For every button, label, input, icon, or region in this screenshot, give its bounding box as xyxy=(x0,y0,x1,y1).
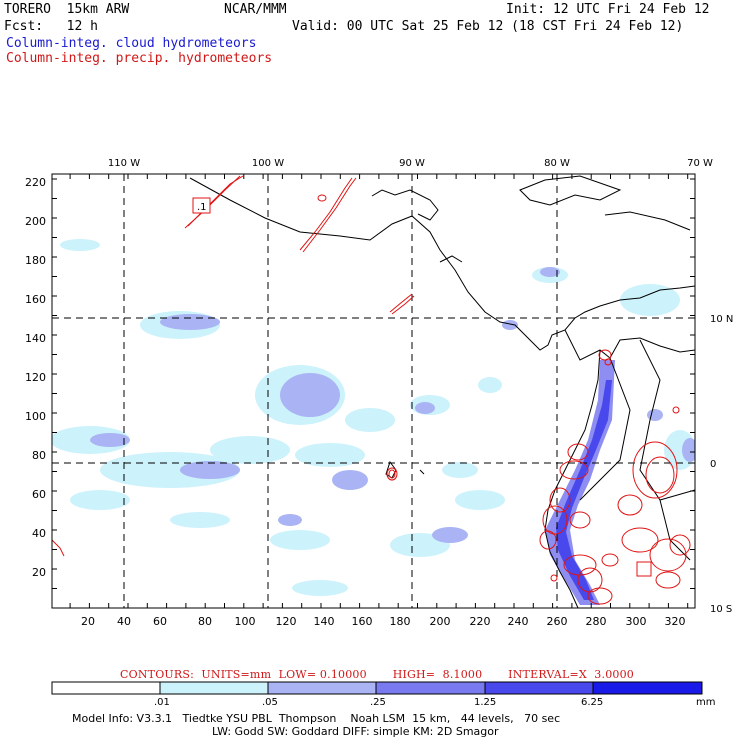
graticule xyxy=(52,174,695,608)
colorbar-level: .05 xyxy=(262,697,278,708)
lat-label: 0 xyxy=(710,459,716,470)
model-info: Model Info: V3.3.1 Tiedtke YSU PBL Thomp… xyxy=(72,712,561,725)
x-tick-label: 300 xyxy=(626,615,647,628)
colorbar-bin xyxy=(267,681,377,695)
contour-label-box xyxy=(192,197,211,214)
init-time: Init: 12 UTC Fri 24 Feb 12 xyxy=(506,2,710,17)
legend-precip-hydrometeors: Column-integ. precip. hydrometeors xyxy=(6,51,273,66)
x-tick-label: 180 xyxy=(390,615,411,628)
y-tick-label: 100 xyxy=(25,410,46,423)
colorbar-level: .01 xyxy=(154,697,170,708)
x-tick-label: 80 xyxy=(198,615,212,628)
colorbar-level: 1.25 xyxy=(474,697,497,708)
lon-label: 110 W xyxy=(108,158,140,169)
colorbar-level: .25 xyxy=(370,697,386,708)
x-tick-label: 200 xyxy=(430,615,451,628)
x-tick-label: 60 xyxy=(153,615,167,628)
cloud-hydrometeor-shading xyxy=(52,239,695,605)
map-frame xyxy=(51,173,696,609)
x-tick-label: 280 xyxy=(586,615,607,628)
contour-info: CONTOURS: UNITS=mm LOW= 0.10000 HIGH= 8.… xyxy=(120,668,634,681)
y-tick-label: 80 xyxy=(32,449,46,462)
lat-label: 10 S xyxy=(710,604,732,615)
y-tick-label: 180 xyxy=(25,254,46,267)
forecast-hour: Fcst: 12 h xyxy=(4,19,98,34)
legend-cloud-hydrometeors: Column-integ. cloud hydrometeors xyxy=(6,36,257,51)
x-tick-label: 140 xyxy=(314,615,335,628)
y-tick-label: 120 xyxy=(25,371,46,384)
y-tick-label: 60 xyxy=(32,488,46,501)
coastlines xyxy=(189,175,695,608)
colorbar-level: 6.25 xyxy=(581,697,604,708)
colorbar-bin xyxy=(375,681,486,695)
colorbar-bin xyxy=(51,681,161,695)
x-tick-label: 260 xyxy=(547,615,568,628)
lon-label: 80 W xyxy=(544,158,570,169)
lon-label: 100 W xyxy=(252,158,284,169)
lon-label: 70 W xyxy=(687,158,713,169)
model-title: TORERO 15km ARW xyxy=(4,2,130,17)
x-tick-label: 160 xyxy=(352,615,373,628)
x-tick-label: 220 xyxy=(470,615,491,628)
colorbar xyxy=(51,681,703,695)
y-tick-label: 140 xyxy=(25,332,46,345)
x-tick-label: 40 xyxy=(117,615,131,628)
x-tick-label: 20 xyxy=(81,615,95,628)
x-tick-label: 120 xyxy=(276,615,297,628)
colorbar-bin xyxy=(484,681,594,695)
physics-info: LW: Godd SW: Goddard DIFF: simple KM: 2D… xyxy=(212,725,499,738)
y-tick-label: 40 xyxy=(32,527,46,540)
lat-label: 10 N xyxy=(710,314,733,325)
precip-contours xyxy=(52,175,691,605)
y-tick-label: 20 xyxy=(32,566,46,579)
center-label: NCAR/MMM xyxy=(224,2,287,17)
valid-time: Valid: 00 UTC Sat 25 Feb 12 (18 CST Fri … xyxy=(292,19,684,34)
colorbar-bin xyxy=(159,681,269,695)
x-tick-label: 320 xyxy=(665,615,686,628)
y-tick-label: 200 xyxy=(25,215,46,228)
lon-label: 90 W xyxy=(399,158,425,169)
contour-box-marker xyxy=(636,561,652,577)
colorbar-unit: mm xyxy=(696,697,716,708)
colorbar-bin xyxy=(592,681,703,695)
y-tick-label: 220 xyxy=(25,176,46,189)
x-tick-label: 240 xyxy=(508,615,529,628)
contour-label-text: .1 xyxy=(197,202,207,213)
y-tick-label: 160 xyxy=(25,293,46,306)
x-tick-label: 100 xyxy=(235,615,256,628)
